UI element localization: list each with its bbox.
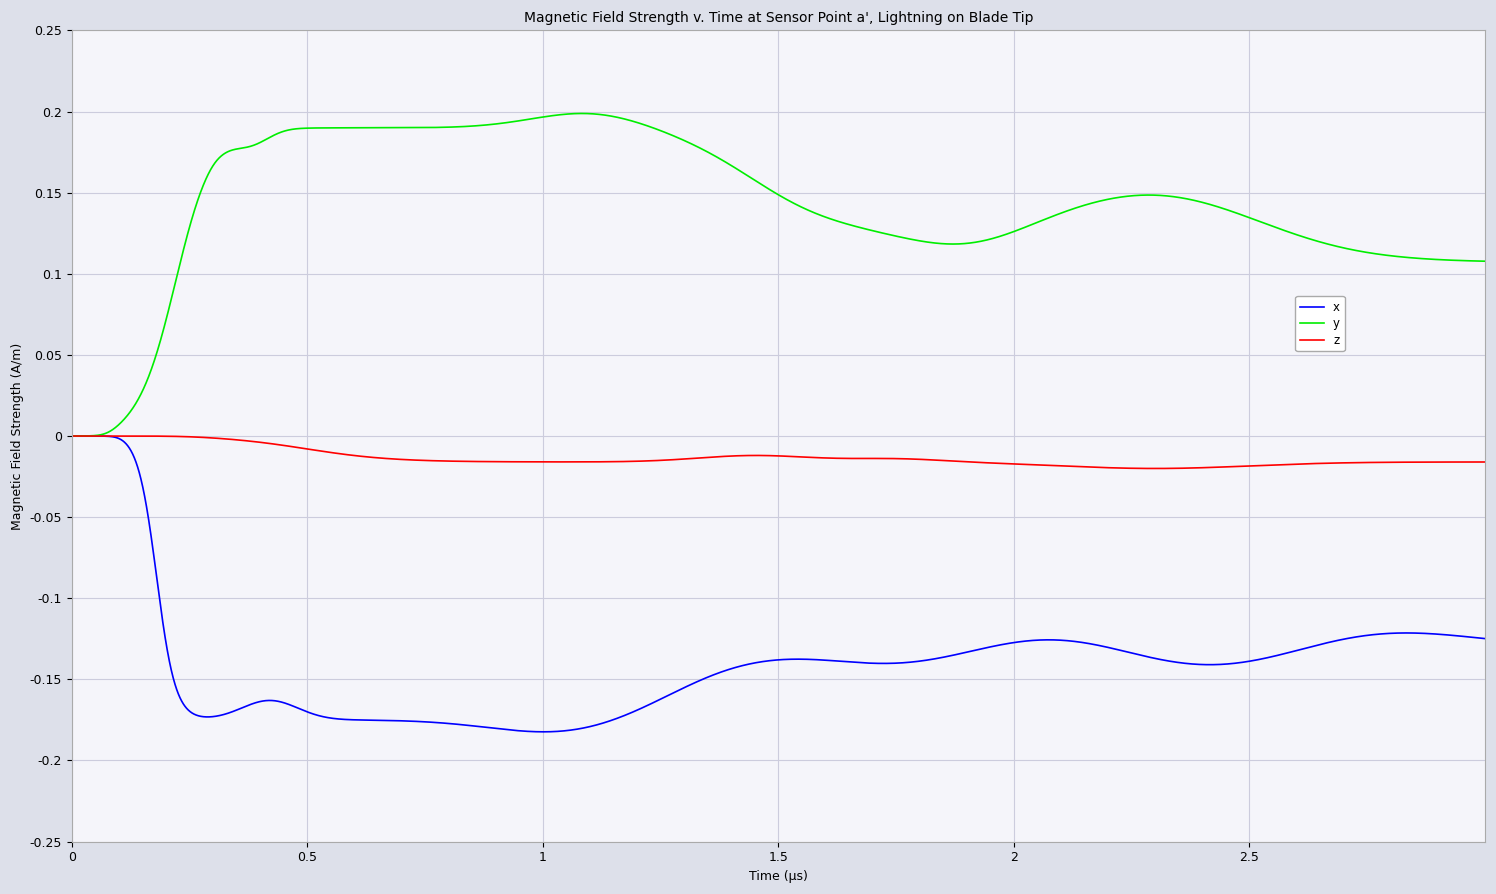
x bbox=[390, 715, 408, 726]
z bbox=[1477, 457, 1495, 468]
z bbox=[1146, 463, 1164, 474]
Line: y: y bbox=[72, 114, 1486, 436]
Y-axis label: Magnetic Field Strength (A/m): Magnetic Field Strength (A/m) bbox=[10, 342, 24, 529]
x bbox=[1477, 633, 1495, 644]
z bbox=[405, 455, 423, 466]
z bbox=[696, 452, 714, 463]
y bbox=[405, 122, 423, 133]
z bbox=[398, 454, 416, 465]
z bbox=[1465, 457, 1483, 468]
x bbox=[405, 716, 423, 727]
Line: z: z bbox=[72, 436, 1486, 468]
y bbox=[1465, 256, 1483, 266]
z bbox=[390, 454, 408, 465]
y bbox=[390, 122, 408, 133]
x bbox=[696, 673, 714, 684]
X-axis label: Time (μs): Time (μs) bbox=[749, 870, 808, 883]
y bbox=[398, 122, 416, 133]
x bbox=[398, 716, 416, 727]
Line: x: x bbox=[72, 436, 1486, 732]
y bbox=[696, 146, 714, 156]
x bbox=[63, 431, 81, 442]
z bbox=[595, 457, 613, 468]
y bbox=[573, 108, 591, 119]
y bbox=[63, 431, 81, 442]
x bbox=[1465, 632, 1483, 643]
y bbox=[595, 110, 613, 121]
y bbox=[1477, 256, 1495, 266]
x bbox=[534, 727, 552, 738]
Legend: x, y, z: x, y, z bbox=[1296, 296, 1345, 351]
z bbox=[63, 431, 81, 442]
Title: Magnetic Field Strength v. Time at Sensor Point a', Lightning on Blade Tip: Magnetic Field Strength v. Time at Senso… bbox=[524, 11, 1034, 25]
x bbox=[595, 717, 613, 728]
